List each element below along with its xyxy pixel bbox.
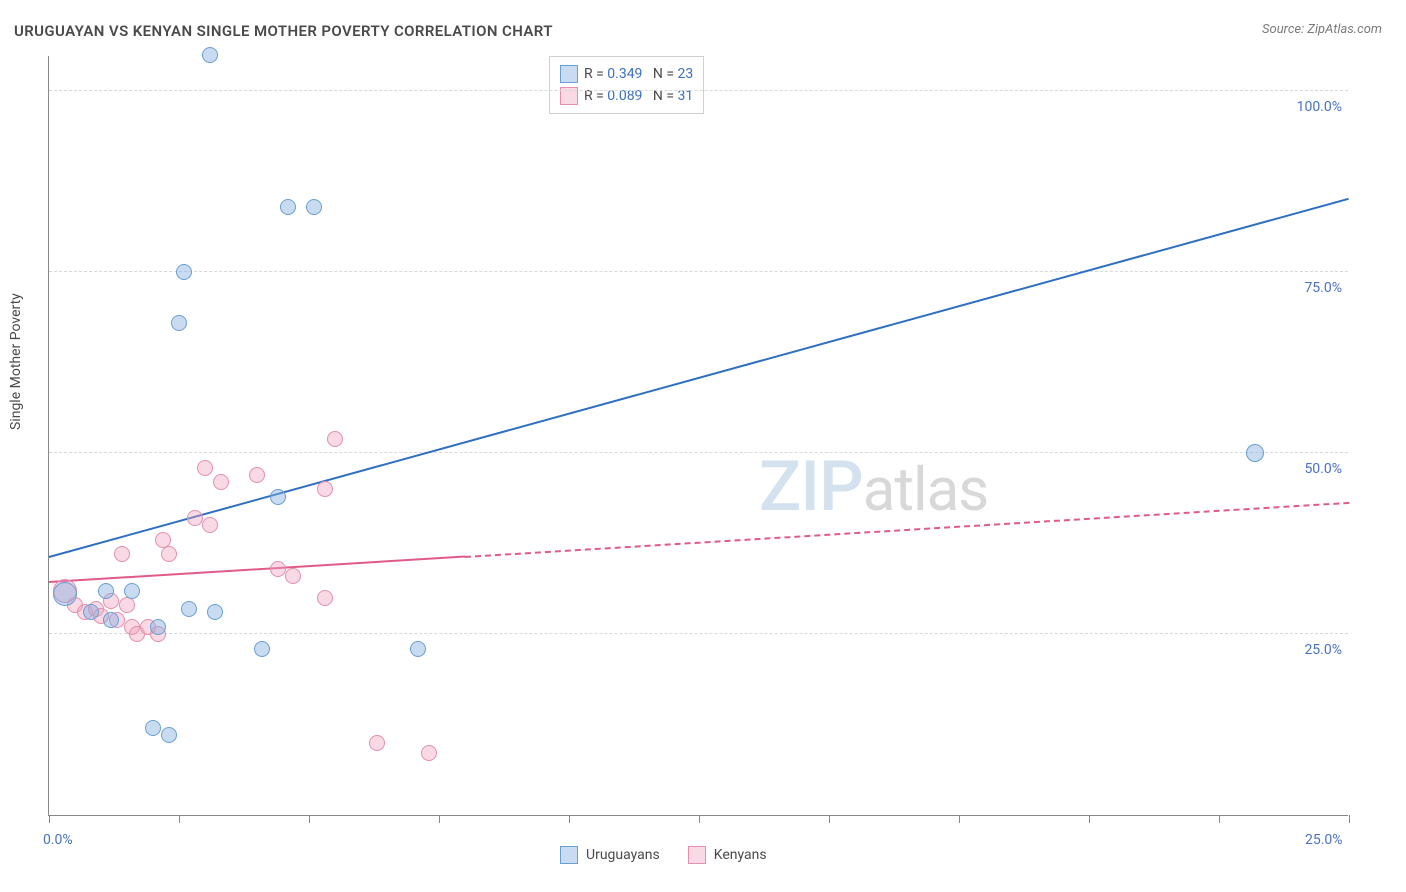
legend-swatch [560,846,578,864]
x-tick-label: 25.0% [1305,832,1343,848]
data-point-uruguayans [1246,444,1264,462]
correlation-legend: R = 0.349 N = 23R = 0.089 N = 31 [549,56,704,114]
data-point-kenyans [270,561,286,577]
data-point-kenyans [249,467,265,483]
data-point-uruguayans [150,619,166,635]
legend-item: Uruguayans [560,846,660,864]
trend-line [49,198,1350,558]
y-tick-label: 100.0% [1297,99,1342,115]
data-point-uruguayans [124,583,140,599]
data-point-kenyans [317,590,333,606]
data-point-kenyans [421,745,437,761]
correlation-row: R = 0.089 N = 31 [560,85,693,107]
data-point-uruguayans [145,720,161,736]
data-point-uruguayans [202,47,218,63]
y-tick-label: 75.0% [1304,280,1342,296]
y-tick-label: 50.0% [1304,461,1342,477]
legend-label: Uruguayans [586,847,660,863]
data-point-kenyans [369,735,385,751]
correlation-row: R = 0.349 N = 23 [560,63,693,85]
data-point-uruguayans [181,601,197,617]
data-point-uruguayans [176,264,192,280]
x-tick [1089,815,1090,823]
series-legend: Uruguayans Kenyans [560,846,767,864]
data-point-uruguayans [410,641,426,657]
data-point-uruguayans [171,315,187,331]
data-point-kenyans [327,431,343,447]
trend-line-extrapolated [465,502,1349,558]
data-point-kenyans [119,597,135,613]
trend-line [49,556,465,583]
data-point-kenyans [202,517,218,533]
data-point-uruguayans [254,641,270,657]
data-point-kenyans [197,460,213,476]
data-point-uruguayans [83,604,99,620]
data-point-kenyans [213,474,229,490]
legend-label: Kenyans [714,847,767,863]
source-attribution: Source: ZipAtlas.com [1262,22,1382,37]
gridline [49,90,1348,91]
data-point-uruguayans [280,199,296,215]
data-point-kenyans [285,568,301,584]
data-point-uruguayans [270,489,286,505]
x-tick [1219,815,1220,823]
data-point-uruguayans [161,727,177,743]
gridline [49,452,1348,453]
data-point-uruguayans [103,612,119,628]
plot-area: ZIPatlas R = 0.349 N = 23R = 0.089 N = 3… [48,56,1348,816]
x-tick [309,815,310,823]
x-tick [439,815,440,823]
gridline [49,271,1348,272]
data-point-uruguayans [98,583,114,599]
x-tick-label: 0.0% [43,832,73,848]
y-axis-label: Single Mother Poverty [8,293,24,430]
data-point-kenyans [114,546,130,562]
legend-swatch [688,846,706,864]
data-point-kenyans [161,546,177,562]
x-tick [569,815,570,823]
x-tick [179,815,180,823]
watermark: ZIPatlas [759,446,988,528]
gridline [49,633,1348,634]
data-point-uruguayans [306,199,322,215]
data-point-kenyans [317,481,333,497]
x-tick [829,815,830,823]
x-tick [1349,815,1350,823]
legend-item: Kenyans [688,846,767,864]
x-tick [959,815,960,823]
data-point-uruguayans [207,604,223,620]
x-tick [49,815,50,823]
legend-swatch [560,65,578,83]
chart-title: URUGUAYAN VS KENYAN SINGLE MOTHER POVERT… [14,22,553,40]
data-point-kenyans [187,510,203,526]
data-point-uruguayans [53,582,77,606]
x-tick [699,815,700,823]
y-tick-label: 25.0% [1304,642,1342,658]
